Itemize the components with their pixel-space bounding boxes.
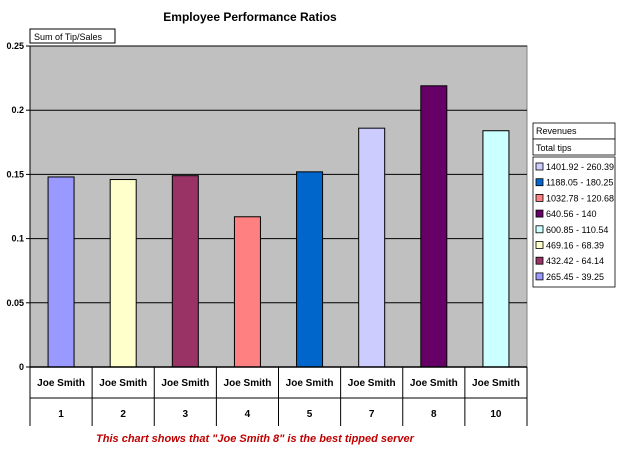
y-tick-label: 0.05 xyxy=(6,298,24,308)
legend-swatch xyxy=(535,193,544,202)
field-button-label: Sum of Tip/Sales xyxy=(34,32,103,42)
category-id: 4 xyxy=(245,409,251,420)
legend-label: 600.85 - 110.54 xyxy=(546,225,608,235)
legend-label: 469.16 - 68.39 xyxy=(546,241,604,251)
plot-area xyxy=(29,45,528,368)
y-tick-label: 0.1 xyxy=(11,234,24,244)
legend-entry: 1401.92 - 260.39 xyxy=(535,162,614,172)
category-id: 1 xyxy=(58,409,64,420)
category-id: 3 xyxy=(183,409,189,420)
caption: This chart shows that "Joe Smith 8" is t… xyxy=(96,433,415,445)
legend-swatch xyxy=(535,272,544,281)
y-tick-label: 0.25 xyxy=(6,41,24,51)
legend-swatch xyxy=(535,162,544,171)
legend-label: 640.56 - 140 xyxy=(546,209,597,219)
legend-swatch xyxy=(535,256,544,265)
category-id: 7 xyxy=(369,409,375,420)
category-name: Joe Smith xyxy=(472,378,520,389)
y-tick-label: 0.15 xyxy=(6,169,24,179)
legend-entry: 1188.05 - 180.25 xyxy=(535,178,613,188)
category-id: 8 xyxy=(431,409,437,420)
legend-label: 265.45 - 39.25 xyxy=(546,272,604,282)
legend-swatch xyxy=(535,241,544,249)
legend-swatch xyxy=(535,225,544,234)
category-id: 2 xyxy=(120,409,126,420)
legend-label: 1401.92 - 260.39 xyxy=(546,162,614,172)
legend-entry: 432.42 - 64.14 xyxy=(535,256,604,266)
category-name: Joe Smith xyxy=(286,378,334,389)
bar[interactable] xyxy=(109,179,137,368)
legend-entry: 600.85 - 110.54 xyxy=(535,225,608,235)
bar[interactable] xyxy=(482,130,510,368)
category-name: Joe Smith xyxy=(224,378,272,389)
y-tick-label: 0 xyxy=(19,362,24,372)
bar[interactable] xyxy=(47,176,75,368)
legend-entry: 469.16 - 68.39 xyxy=(535,241,604,251)
legend-header-revenues: Revenues xyxy=(536,126,577,136)
bar[interactable] xyxy=(296,171,324,368)
legend-entry: 265.45 - 39.25 xyxy=(535,272,604,282)
y-axis: 0 0.05 0.1 0.15 0.2 0.25 xyxy=(6,41,31,372)
category-id: 5 xyxy=(307,409,313,420)
category-table: Joe Smith 1 Joe Smith 2 Joe Smith 3 Joe Smith 4… xyxy=(29,367,528,426)
bar[interactable] xyxy=(420,85,448,368)
category-name: Joe Smith xyxy=(99,378,147,389)
legend-entry: 1032.78 - 120.68 xyxy=(535,193,614,203)
legend-label: 1032.78 - 120.68 xyxy=(546,193,614,203)
bar[interactable] xyxy=(171,175,199,368)
category-name: Joe Smith xyxy=(161,378,209,389)
category-id: 10 xyxy=(490,409,502,420)
y-tick-label: 0.2 xyxy=(11,105,24,115)
category-name: Joe Smith xyxy=(410,378,458,389)
legend-swatch xyxy=(535,209,544,218)
legend-entry: 640.56 - 140 xyxy=(535,209,597,219)
legend: Revenues Total tips 1401.92 - 260.39 1188… xyxy=(532,122,616,288)
legend-label: 432.42 - 64.14 xyxy=(546,256,604,266)
legend-label: 1188.05 - 180.25 xyxy=(546,178,613,188)
bars xyxy=(30,85,527,368)
category-name: Joe Smith xyxy=(37,378,85,389)
bar[interactable] xyxy=(233,216,261,368)
field-button[interactable]: Sum of Tip/Sales xyxy=(29,28,116,44)
legend-swatch xyxy=(535,178,544,187)
legend-header-total-tips: Total tips xyxy=(536,143,572,153)
category-name: Joe Smith xyxy=(348,378,396,389)
bar[interactable] xyxy=(358,127,386,368)
chart-title: Employee Performance Ratios xyxy=(163,10,337,24)
